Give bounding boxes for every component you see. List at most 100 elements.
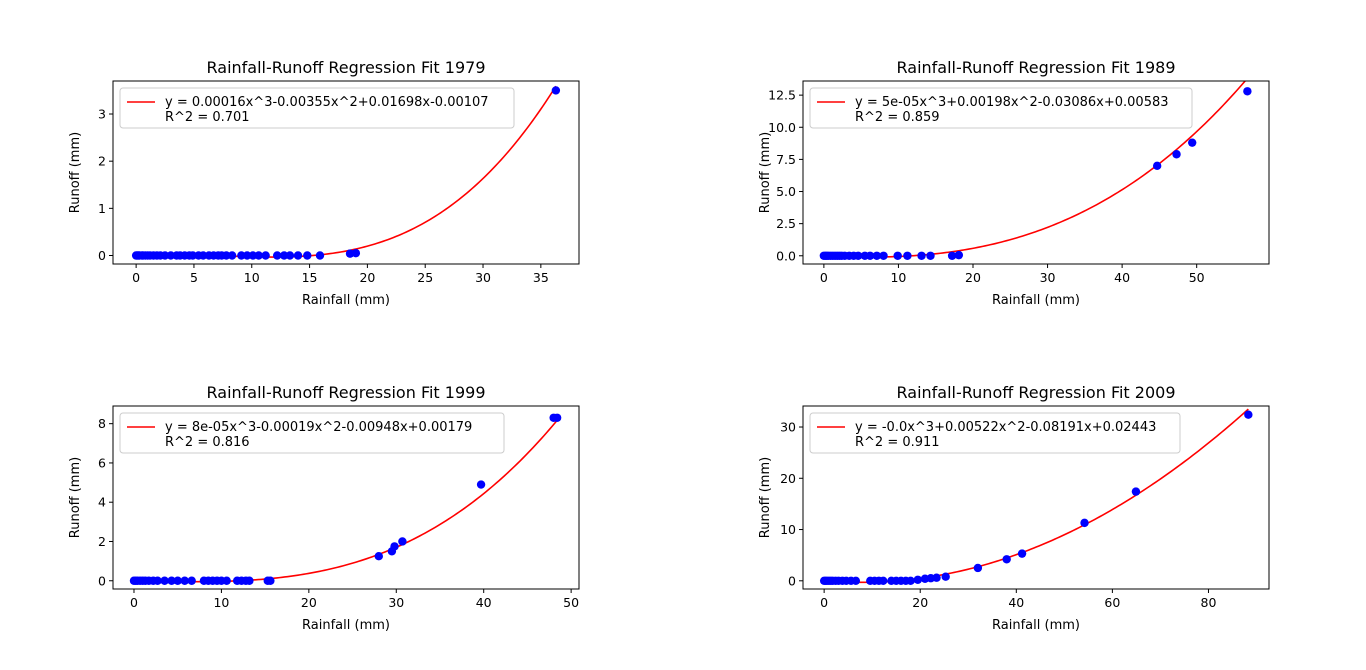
y-tick-label: 7.5 xyxy=(776,152,796,167)
data-point xyxy=(879,576,888,585)
chart-panel-2: Rainfall-Runoff Regression Fit 1989 0 10 20… xyxy=(758,58,1270,308)
chart-panel-4: Rainfall-Runoff Regression Fit 2009 0 20 40… xyxy=(758,383,1270,633)
chart-title: Rainfall-Runoff Regression Fit 1999 xyxy=(207,383,486,402)
data-point xyxy=(222,576,231,585)
data-point xyxy=(551,86,561,95)
legend: y = 0.00016x^3-0.00355x^2+0.01698x-0.001… xyxy=(119,87,515,129)
x-tick-label: 30 xyxy=(388,595,404,610)
y-tick-label: 5.0 xyxy=(776,184,796,199)
data-point xyxy=(954,250,964,260)
data-point xyxy=(166,251,176,260)
data-point xyxy=(254,251,263,260)
data-point xyxy=(242,251,252,260)
data-point xyxy=(272,251,282,260)
data-point xyxy=(1243,87,1252,96)
axes-frame xyxy=(802,405,1270,590)
x-tick-label: 35 xyxy=(533,270,549,285)
legend-r-squared: R^2 = 0.816 xyxy=(165,435,250,450)
data-point xyxy=(167,576,176,585)
legend-r-squared: R^2 = 0.701 xyxy=(165,110,250,125)
data-point xyxy=(947,251,957,260)
y-tick-label: 3 xyxy=(98,107,106,122)
data-point xyxy=(1080,518,1089,528)
data-point xyxy=(1188,138,1197,147)
y-axis: 0.0 2.5 5.0 7.5 10.0 12.5 xyxy=(768,88,803,263)
data-point xyxy=(266,576,275,585)
x-tick-label: 80 xyxy=(1201,595,1217,610)
data-point xyxy=(893,251,902,260)
x-axis-label: Rainfall (mm) xyxy=(302,618,390,633)
data-point xyxy=(903,251,912,260)
data-point xyxy=(245,576,254,585)
x-axis: 0 10 20 30 40 50 xyxy=(130,589,579,610)
y-tick-label: 0 xyxy=(788,573,796,588)
data-point xyxy=(941,572,950,581)
x-tick-label: 10 xyxy=(213,595,229,610)
x-tick-label: 0 xyxy=(130,595,138,610)
legend-r-squared: R^2 = 0.859 xyxy=(855,110,940,125)
data-point xyxy=(926,251,935,260)
data-point xyxy=(374,552,383,561)
y-axis-label: Runoff (mm) xyxy=(68,132,83,213)
y-tick-label: 12.5 xyxy=(768,88,796,103)
data-point xyxy=(973,563,983,573)
legend-r-squared: R^2 = 0.911 xyxy=(855,435,940,450)
data-point xyxy=(187,576,196,585)
data-point xyxy=(303,251,312,260)
data-point xyxy=(398,537,407,546)
y-tick-label: 6 xyxy=(98,455,106,470)
x-axis: 0 20 40 60 80 xyxy=(820,589,1216,610)
legend-equation: y = -0.0x^3+0.00522x^2-0.08191x+0.02443 xyxy=(855,420,1156,435)
x-axis: 0 5 10 15 20 25 30 35 xyxy=(132,264,549,285)
x-tick-label: 20 xyxy=(965,270,981,285)
y-tick-label: 2.5 xyxy=(776,216,796,231)
data-point xyxy=(188,251,197,260)
data-point xyxy=(879,251,888,260)
data-point xyxy=(227,251,237,260)
legend: y = 5e-05x^3+0.00198x^2-0.03086x+0.00583… xyxy=(809,87,1193,129)
x-tick-label: 10 xyxy=(244,270,260,285)
data-point xyxy=(932,573,941,582)
data-point xyxy=(872,251,882,260)
y-tick-label: 8 xyxy=(98,416,106,431)
x-tick-label: 0 xyxy=(820,270,828,285)
chart-title: Rainfall-Runoff Regression Fit 2009 xyxy=(897,383,1176,402)
data-point xyxy=(160,251,170,260)
x-tick-label: 15 xyxy=(302,270,318,285)
scatter-points xyxy=(819,87,1252,260)
x-tick-label: 25 xyxy=(417,270,433,285)
data-point xyxy=(1017,549,1027,558)
x-tick-label: 5 xyxy=(190,270,198,285)
y-axis: 0 1 2 3 xyxy=(98,107,113,263)
axes-frame xyxy=(802,80,1270,265)
y-tick-label: 2 xyxy=(98,154,106,169)
y-tick-label: 10.0 xyxy=(768,120,796,135)
y-tick-label: 10 xyxy=(780,522,796,537)
y-tick-label: 2 xyxy=(98,534,106,549)
data-point xyxy=(279,251,289,260)
y-tick-label: 20 xyxy=(780,471,796,486)
data-point xyxy=(293,251,303,260)
scatter-points xyxy=(129,413,562,585)
x-tick-label: 20 xyxy=(359,270,375,285)
x-tick-label: 40 xyxy=(1114,270,1130,285)
x-axis-label: Rainfall (mm) xyxy=(302,293,390,308)
scatter-points xyxy=(819,410,1253,585)
legend-box xyxy=(119,87,515,129)
data-point xyxy=(390,542,399,551)
legend-box xyxy=(809,412,1181,454)
y-axis: 0 2 4 6 8 xyxy=(98,416,113,588)
data-point xyxy=(222,251,231,260)
data-point xyxy=(173,576,182,585)
y-tick-label: 1 xyxy=(98,201,106,216)
legend-equation: y = 5e-05x^3+0.00198x^2-0.03086x+0.00583 xyxy=(855,95,1169,110)
y-tick-label: 0 xyxy=(98,573,106,588)
x-axis-label: Rainfall (mm) xyxy=(992,293,1080,308)
data-point xyxy=(851,576,861,585)
data-point xyxy=(351,248,361,258)
data-point xyxy=(906,576,915,585)
axes-frame xyxy=(112,80,580,265)
legend-equation: y = 0.00016x^3-0.00355x^2+0.01698x-0.001… xyxy=(165,95,489,110)
x-tick-label: 50 xyxy=(1189,270,1205,285)
